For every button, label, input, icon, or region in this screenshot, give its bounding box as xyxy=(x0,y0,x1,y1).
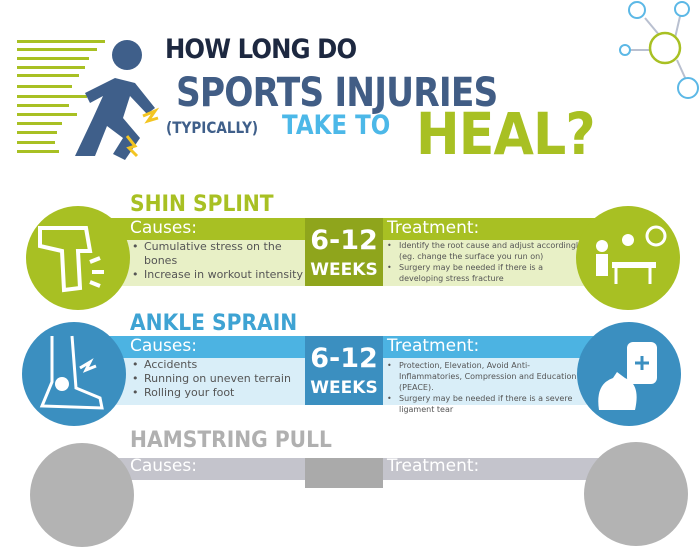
injury-title: SHIN SPLINT xyxy=(130,192,274,217)
duration-box: 6-12 WEEKS xyxy=(305,336,383,405)
ankle-icon-circle xyxy=(22,322,126,426)
duration-box xyxy=(305,458,383,488)
cause-item: Running on uneven terrain xyxy=(132,372,312,386)
title-line1: HOW LONG DO xyxy=(165,34,357,65)
causes-label: Causes: xyxy=(130,456,197,476)
ankle-icon xyxy=(39,335,104,410)
duration-value: 6-12 xyxy=(310,343,378,374)
treatment-item: Surgery may be needed if there is a seve… xyxy=(387,393,587,415)
treatment-label: Treatment: xyxy=(387,336,480,356)
duration-value: 6-12 xyxy=(310,225,378,256)
molecule-icon xyxy=(619,1,699,99)
cause-item: Increase in workout intensity xyxy=(132,268,312,282)
surgery-icon xyxy=(596,225,667,284)
duration-unit: WEEKS xyxy=(310,260,378,280)
injury-title: ANKLE SPRAIN xyxy=(130,311,298,336)
title-typically: (TYPICALLY) xyxy=(166,118,259,137)
treatment-item: Identify the root cause and adjust accor… xyxy=(387,240,587,262)
treatment-icon-circle xyxy=(577,322,681,426)
duration-unit: WEEKS xyxy=(310,378,378,398)
treatment-item: Protection, Elevation, Avoid Anti-Inflam… xyxy=(387,360,587,393)
title-take-to: TAKE TO xyxy=(282,110,391,141)
treatment-label: Treatment: xyxy=(387,218,480,238)
runner-icon xyxy=(75,40,160,160)
treatment-icon-circle xyxy=(584,442,688,546)
hamstring-icon-circle xyxy=(30,443,134,547)
duration-box: 6-12 WEEKS xyxy=(305,218,383,286)
causes-label: Causes: xyxy=(130,218,197,238)
treatment-icon-circle xyxy=(576,206,680,310)
causes-label: Causes: xyxy=(130,336,197,356)
cause-item: Rolling your foot xyxy=(132,386,312,400)
injury-title: HAMSTRING PULL xyxy=(130,428,332,453)
shin-icon-circle xyxy=(26,206,130,310)
treatment-item: Surgery may be needed if there is a deve… xyxy=(387,262,587,284)
cause-item: Accidents xyxy=(132,358,312,372)
shin-bone-icon xyxy=(38,226,104,293)
cause-item: Cumulative stress on the bones xyxy=(132,240,312,268)
ice-pack-icon xyxy=(598,342,657,410)
treatment-label: Treatment: xyxy=(387,456,480,476)
title-line2: SPORTS INJURIES xyxy=(176,70,498,116)
title-heal: HEAL? xyxy=(416,100,596,168)
